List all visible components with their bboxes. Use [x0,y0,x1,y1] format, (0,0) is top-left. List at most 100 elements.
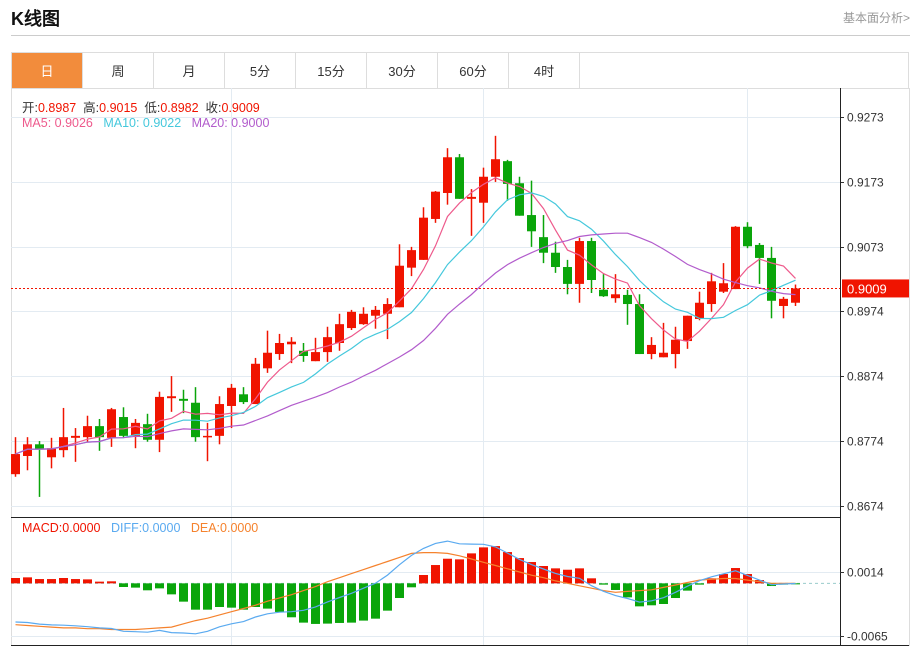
candle-body [731,226,740,290]
ma20-line [15,232,796,455]
macd-bar [371,583,380,619]
tab-day[interactable]: 日 [12,53,83,88]
candle [287,337,296,364]
close-value: 0.9009 [221,101,260,115]
tab-30min[interactable]: 30分 [367,53,438,88]
macd-bar [179,583,188,602]
candle-body [47,448,56,458]
candle [359,307,368,325]
macd-bar [359,583,368,621]
candle [731,226,740,290]
candle-body [527,215,536,232]
candle-body [407,250,416,268]
candle [251,357,260,405]
tab-15min[interactable]: 15分 [296,53,367,88]
macd-bar [47,579,56,584]
candle [47,437,56,469]
candle-body [167,396,176,399]
tab-5min[interactable]: 5分 [225,53,296,88]
candle-body [791,288,800,303]
macd-bar [227,583,236,608]
candle-body [107,409,116,438]
candle-body [131,422,140,436]
candle-body [239,394,248,403]
tab-60min[interactable]: 60分 [438,53,509,88]
candle-body [59,437,68,451]
candle-body [419,217,428,260]
candle [455,154,464,199]
ma-readout: MA5: 0.9026 MA10: 0.9022 MA20: 0.9000 [22,116,269,130]
candle [755,242,764,284]
macd-bar [11,577,20,584]
candle [743,222,752,249]
macd-bar [635,583,644,607]
ma5-line [15,177,796,455]
macd-bar [467,553,476,584]
candle-body [179,398,188,401]
candle [323,326,332,362]
macd-bar [503,552,512,584]
low-value: 0.8982 [160,101,199,115]
candle [131,418,140,449]
ma10-line [15,192,796,455]
candle [335,313,344,351]
candle [419,207,428,260]
candle [467,189,476,236]
candle-body [311,352,320,362]
macd-bar [323,583,332,624]
candle [443,148,452,205]
candle [707,272,716,312]
candle [107,407,116,447]
candle-body [539,237,548,253]
candle [23,437,32,471]
candle-body [551,252,560,268]
candle [659,322,668,358]
candle [35,441,44,497]
candle [227,383,236,429]
candle-body [455,157,464,199]
macd-bar [671,583,680,599]
candle-body [251,363,260,405]
high-label: 高: [83,101,100,115]
tab-4hour[interactable]: 4时 [509,53,580,88]
candle [431,191,440,223]
page-title: K线图 [11,9,60,29]
macd-bar [203,583,212,610]
candle-body [203,435,212,438]
close-label: 收: [205,101,222,115]
candle-body [707,281,716,305]
macd-bar [215,583,224,607]
candle [371,305,380,329]
candle [515,176,524,216]
tab-week[interactable]: 周 [83,53,154,88]
macd-bar [683,583,692,591]
candle-body [383,304,392,314]
candle-body [575,241,584,284]
candle-body [503,161,512,184]
candle [503,159,512,201]
diff-line [15,540,796,635]
candle-body [443,157,452,193]
candle-body [647,344,656,355]
macd-bar [647,583,656,606]
macd-bar [743,574,752,584]
dea-line [15,551,796,631]
candle-body [71,435,80,438]
candle-body [23,444,32,456]
candle-body [563,267,572,284]
candle [203,422,212,462]
tab-month[interactable]: 月 [154,53,225,88]
candle [767,246,776,319]
candle [383,298,392,340]
candle-body [347,311,356,329]
macd-bar [575,568,584,584]
open-label: 开: [22,101,38,115]
candle-body [35,444,44,449]
y-tick-label: 0.8774 [847,435,884,449]
candle [695,291,704,321]
candle [575,237,584,303]
fundamental-analysis-link[interactable]: 基本面分析> [842,11,910,25]
candle-body [287,341,296,345]
macd-bar [479,547,488,584]
